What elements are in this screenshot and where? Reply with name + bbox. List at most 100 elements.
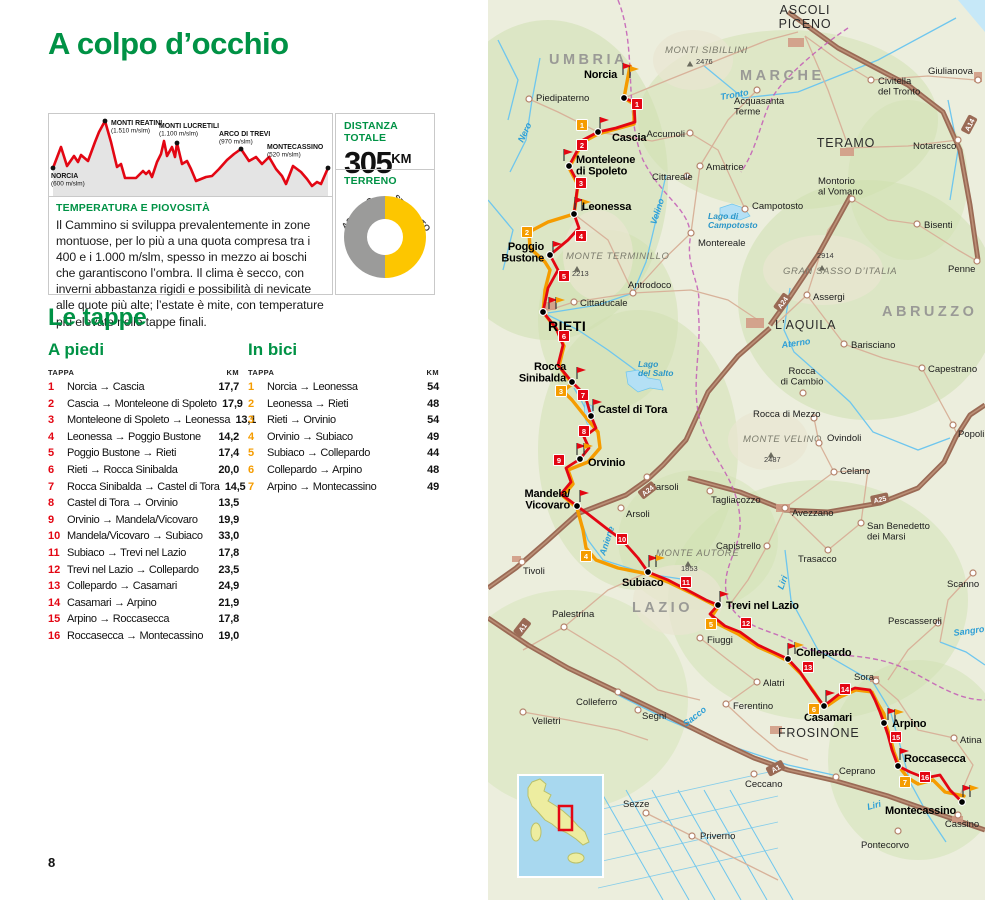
stage-town-marker: [958, 798, 966, 806]
river-path: [509, 57, 541, 173]
walking-route-path: [541, 96, 964, 804]
svg-text:(520 m/slm): (520 m/slm): [267, 151, 301, 158]
stage-row: 15 Arpino → Roccasecca 17,8: [48, 613, 239, 630]
mountain-label: MONTE VELINO: [743, 434, 822, 445]
distance-value: 305: [344, 145, 393, 180]
canal-line: [729, 789, 794, 901]
stage-row: 3 Rieti → Orvinio 54: [248, 414, 439, 431]
stage-badge-walking: 9: [553, 454, 565, 466]
stage-number: 4: [248, 430, 255, 443]
city-marker: [799, 389, 807, 397]
terrain-label: TERRENO: [344, 175, 397, 187]
stage-town-label: Mandela/Vicovaro: [525, 488, 571, 512]
stage-town-marker: [546, 251, 554, 259]
stage-route: Castel di Tora → Orvinio: [67, 497, 178, 510]
city-marker: [803, 291, 811, 299]
road-path: [875, 680, 955, 739]
road-path: [632, 232, 692, 294]
stage-km: 54: [427, 414, 439, 427]
peak-marker: [102, 118, 108, 124]
road-path: [597, 131, 691, 142]
city-label: Ceccano: [745, 779, 783, 790]
stages-heading: Le tappe: [48, 304, 147, 331]
city-marker: [570, 298, 578, 306]
stage-flag-icon: [894, 709, 904, 721]
stage-km: 20,0: [218, 463, 239, 476]
city-marker: [815, 439, 823, 447]
canal-line: [597, 847, 779, 889]
river-label: Liri: [775, 574, 789, 591]
peak-triangle-icon: [684, 561, 692, 567]
city-marker: [830, 468, 838, 476]
svg-text:MONTI LUCRETILI: MONTI LUCRETILI: [159, 123, 219, 130]
city-marker: [617, 504, 625, 512]
city-marker: [629, 289, 637, 297]
stage-route: Rocca Sinibalda → Castel di Tora: [67, 480, 220, 493]
urban-area: [544, 302, 556, 310]
walking-heading: A piedi: [48, 340, 105, 359]
svg-text:NORCIA: NORCIA: [51, 173, 78, 180]
city-marker: [753, 678, 761, 686]
table-header: TAPPA KM: [48, 368, 239, 377]
inset-sardinia: [530, 822, 542, 842]
city-label: Trasacco: [798, 554, 837, 565]
peak-elevation: 2476: [696, 57, 713, 66]
svg-text:16: 16: [921, 773, 929, 782]
stage-badge-walking: 2: [576, 139, 588, 151]
city-label: Pontecorvo: [861, 840, 909, 851]
city-marker: [810, 414, 818, 422]
svg-text:5: 5: [709, 620, 713, 629]
peak-label: MONTI REATINI(1.510 m/slm): [111, 120, 162, 134]
stage-town-label: Rocca Sinibalda: [519, 361, 567, 385]
city-label: Montorio al Vomano: [818, 176, 863, 198]
stage-row: 12 Trevi nel Lazio → Collepardo 23,5: [48, 564, 239, 581]
stage-town-marker: [820, 702, 828, 710]
stage-km: 21,9: [218, 596, 239, 609]
svg-text:ARCO DI TREVI: ARCO DI TREVI: [219, 131, 270, 138]
stage-badge-walking: 5: [558, 270, 570, 282]
elevation-line: [51, 119, 330, 188]
page-number: 8: [48, 855, 56, 870]
city-marker: [560, 623, 568, 631]
stage-flag-icon: [787, 643, 797, 655]
city-marker: [867, 76, 875, 84]
peak-marker: [174, 140, 180, 146]
stage-number: 8: [48, 497, 55, 510]
stage-flag-icon: [899, 748, 909, 760]
peak-triangle-icon: [767, 452, 775, 458]
stage-row: 14 Casamari → Arpino 21,9: [48, 597, 239, 614]
stage-badge-walking: 15: [890, 731, 902, 743]
stage-km: 54: [427, 381, 439, 393]
stage-number: 6: [248, 463, 255, 476]
river-path: [702, 17, 957, 99]
stage-number: 3: [248, 414, 255, 427]
stage-flag-icon: [599, 117, 609, 129]
city-label: Assergi: [813, 292, 845, 303]
city-label: ASCOLI PICENO: [779, 3, 832, 31]
cycling-heading: In bici: [248, 340, 298, 359]
peak-marker: [238, 146, 244, 152]
stage-km: 14,5: [224, 480, 246, 493]
stage-route: Arpino → Roccasecca: [67, 613, 170, 626]
stage-row: 6 Collepardo → Arpino 48: [248, 464, 439, 481]
river-path: [547, 174, 667, 314]
stage-town-label: Cascia: [612, 132, 647, 144]
city-label: Fiuggi: [707, 635, 733, 646]
stage-number: 6: [48, 463, 55, 476]
elevation-area: [53, 121, 328, 196]
stage-km: 17,8: [218, 613, 239, 626]
stage-row: 2 Cascia → Monteleone di Spoleto 17,9: [48, 398, 243, 415]
stage-row: 7 Rocca Sinibalda → Castel di Tora 14,5: [48, 480, 246, 498]
stage-flag-icon: [622, 63, 632, 75]
stage-km: 13,1: [235, 414, 257, 427]
urban-area: [746, 318, 764, 328]
river-path: [487, 199, 514, 271]
svg-text:6: 6: [812, 705, 816, 714]
city-marker: [918, 364, 926, 372]
city-marker: [750, 770, 758, 778]
stage-flag-icon: [576, 367, 586, 379]
stage-flag-icon: [648, 555, 658, 567]
stage-km: 14,2: [218, 430, 239, 443]
city-label: Capestrano: [928, 364, 977, 375]
svg-text:4: 4: [584, 552, 589, 561]
